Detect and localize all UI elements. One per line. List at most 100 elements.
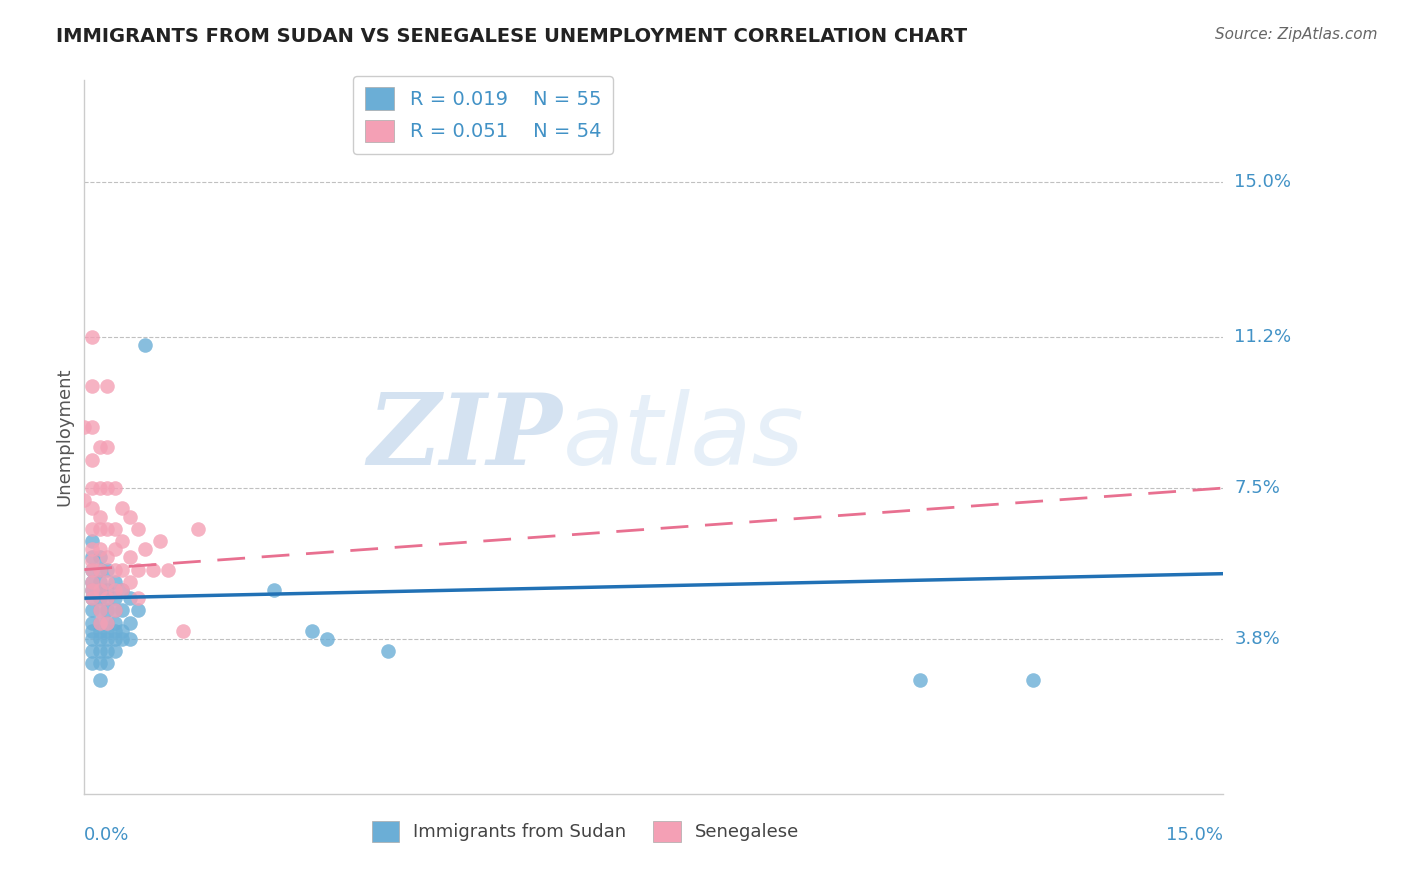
Point — [89, 582, 111, 597]
Text: 11.2%: 11.2% — [1234, 328, 1292, 346]
Point — [149, 534, 172, 549]
Text: ZIP: ZIP — [368, 389, 562, 485]
Point — [111, 534, 134, 549]
Point — [104, 582, 127, 597]
Point — [104, 542, 127, 557]
Point — [96, 591, 118, 606]
Point — [80, 452, 103, 467]
Point — [80, 644, 103, 658]
Point — [89, 481, 111, 495]
Point — [96, 440, 118, 454]
Point — [80, 563, 103, 577]
Point — [96, 615, 118, 630]
Point — [263, 582, 285, 597]
Text: IMMIGRANTS FROM SUDAN VS SENEGALESE UNEMPLOYMENT CORRELATION CHART: IMMIGRANTS FROM SUDAN VS SENEGALESE UNEM… — [56, 27, 967, 45]
Point — [111, 603, 134, 617]
Point — [111, 624, 134, 638]
Point — [127, 563, 149, 577]
Point — [80, 563, 103, 577]
Point — [96, 582, 118, 597]
Point — [80, 632, 103, 646]
Point — [104, 481, 127, 495]
Point — [73, 420, 96, 434]
Point — [80, 582, 103, 597]
Y-axis label: Unemployment: Unemployment — [55, 368, 73, 507]
Point — [80, 591, 103, 606]
Point — [104, 591, 127, 606]
Point — [104, 522, 127, 536]
Point — [96, 550, 118, 565]
Point — [96, 615, 118, 630]
Point — [80, 542, 103, 557]
Point — [89, 632, 111, 646]
Point — [96, 522, 118, 536]
Point — [142, 563, 165, 577]
Point — [1022, 673, 1045, 687]
Point — [118, 550, 141, 565]
Point — [89, 615, 111, 630]
Point — [111, 563, 134, 577]
Point — [80, 615, 103, 630]
Point — [118, 574, 141, 589]
Point — [89, 550, 111, 565]
Point — [301, 624, 323, 638]
Point — [908, 673, 931, 687]
Point — [134, 542, 156, 557]
Point — [80, 624, 103, 638]
Point — [89, 603, 111, 617]
Point — [377, 644, 399, 658]
Point — [127, 522, 149, 536]
Point — [80, 657, 103, 671]
Point — [80, 574, 103, 589]
Point — [89, 522, 111, 536]
Point — [111, 501, 134, 516]
Point — [96, 603, 118, 617]
Point — [111, 582, 134, 597]
Point — [80, 330, 103, 344]
Point — [316, 632, 339, 646]
Point — [96, 563, 118, 577]
Point — [96, 657, 118, 671]
Text: 15.0%: 15.0% — [1166, 826, 1223, 844]
Point — [89, 574, 111, 589]
Point — [96, 624, 118, 638]
Text: 3.8%: 3.8% — [1234, 630, 1279, 648]
Point — [96, 574, 118, 589]
Point — [89, 509, 111, 524]
Point — [89, 440, 111, 454]
Point — [104, 563, 127, 577]
Point — [111, 632, 134, 646]
Point — [118, 591, 141, 606]
Point — [104, 644, 127, 658]
Point — [96, 632, 118, 646]
Point — [80, 550, 103, 565]
Point — [89, 673, 111, 687]
Point — [118, 632, 141, 646]
Point — [80, 603, 103, 617]
Point — [118, 615, 141, 630]
Point — [80, 522, 103, 536]
Point — [134, 338, 156, 352]
Point — [89, 542, 111, 557]
Point — [80, 420, 103, 434]
Text: 0.0%: 0.0% — [84, 826, 129, 844]
Point — [80, 501, 103, 516]
Point — [104, 574, 127, 589]
Point — [96, 379, 118, 393]
Point — [127, 603, 149, 617]
Point — [104, 603, 127, 617]
Point — [96, 644, 118, 658]
Point — [111, 582, 134, 597]
Point — [104, 615, 127, 630]
Point — [172, 624, 194, 638]
Text: atlas: atlas — [562, 389, 804, 485]
Point — [104, 624, 127, 638]
Point — [96, 591, 118, 606]
Point — [89, 644, 111, 658]
Point — [104, 603, 127, 617]
Legend: Immigrants from Sudan, Senegalese: Immigrants from Sudan, Senegalese — [364, 814, 807, 849]
Point — [104, 632, 127, 646]
Point — [89, 603, 111, 617]
Point — [89, 615, 111, 630]
Point — [80, 481, 103, 495]
